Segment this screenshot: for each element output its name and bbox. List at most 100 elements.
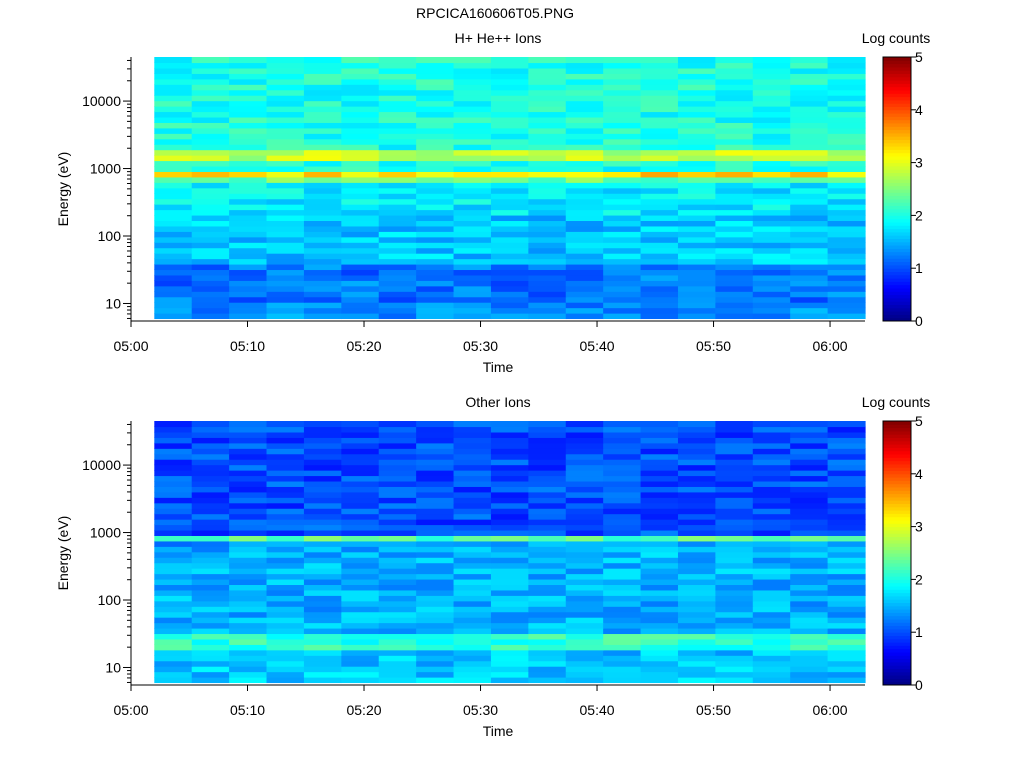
heatmap-cell [715, 204, 754, 211]
heatmap-cell [266, 62, 305, 69]
heatmap-cell [490, 540, 529, 547]
heatmap-cell [528, 421, 567, 428]
colorbar-segment [883, 553, 911, 557]
heatmap-cell [266, 263, 305, 271]
heatmap-cell [453, 100, 492, 107]
heatmap-cell [640, 116, 679, 123]
colorbar-segment [883, 473, 911, 478]
heatmap-cell [303, 524, 342, 531]
colorbar-segment [883, 447, 911, 452]
heatmap-cell [827, 122, 866, 129]
heatmap-cell [154, 138, 193, 145]
heatmap-cell [378, 106, 417, 113]
heatmap-cell [191, 285, 230, 292]
heatmap-cell [565, 606, 604, 613]
heatmap-cell [528, 453, 567, 460]
colorbar-segment [883, 123, 911, 127]
heatmap-cell [154, 573, 193, 580]
colorbar-tick-label: 3 [915, 155, 923, 171]
heatmap-cell [715, 638, 754, 645]
heatmap-cell [341, 57, 380, 64]
heatmap-cell [154, 57, 193, 64]
heatmap-cell [603, 214, 642, 222]
heatmap-cell [341, 280, 380, 287]
heatmap-cell [752, 464, 791, 471]
heatmap-cell [191, 470, 230, 477]
heatmap-cell [565, 155, 604, 162]
colorbar-segment [883, 268, 911, 272]
heatmap-cell [752, 611, 791, 618]
heatmap-cell [191, 182, 230, 189]
heatmap-cell [453, 274, 492, 281]
heatmap-cell [565, 475, 604, 482]
heatmap-cell [266, 187, 305, 194]
heatmap-cell [752, 291, 791, 298]
heatmap-cell [490, 529, 529, 536]
heatmap-cell [715, 617, 754, 624]
heatmap-cell [715, 187, 754, 194]
heatmap-cell [416, 307, 455, 314]
heatmap-cell [154, 638, 193, 645]
heatmap-cell [490, 491, 529, 498]
heatmap-cell [266, 302, 305, 309]
heatmap-cell [341, 242, 380, 249]
heatmap-cell [603, 73, 642, 80]
heatmap-cell [416, 524, 455, 531]
heatmap-cell [603, 133, 642, 140]
heatmap-cell [341, 122, 380, 129]
heatmap-cell [490, 568, 529, 575]
heatmap-cell [528, 89, 567, 96]
heatmap-cell [191, 448, 230, 455]
heatmap-cell [416, 617, 455, 624]
colorbar-segment [883, 281, 911, 286]
heatmap-cell [378, 111, 417, 118]
x-tick-label: 05:50 [696, 338, 731, 354]
heatmap-cell [416, 149, 455, 156]
heatmap-cell [303, 535, 342, 542]
heatmap-cell [827, 258, 866, 265]
heatmap-cell [528, 236, 567, 243]
heatmap-cell [416, 198, 455, 205]
heatmap-cell [790, 302, 829, 309]
heatmap-cell [528, 557, 567, 564]
heatmap-cell [416, 513, 455, 520]
heatmap-cell [752, 73, 791, 80]
heatmap-cell [453, 302, 492, 309]
colorbar-label: Log counts [862, 394, 931, 410]
heatmap-cell [154, 100, 193, 107]
heatmap-cell [827, 225, 866, 232]
heatmap-cell [303, 529, 342, 536]
heatmap-cell [341, 464, 380, 471]
heatmap-cell [303, 193, 342, 200]
heatmap-cell [490, 573, 529, 580]
heatmap-cell [453, 666, 492, 673]
heatmap-cell [154, 149, 193, 156]
heatmap-cell [640, 426, 679, 433]
heatmap-cell [528, 149, 567, 156]
colorbar-segment [883, 202, 911, 206]
heatmap-cell [303, 111, 342, 118]
heatmap-cell [752, 480, 791, 487]
colorbar-label: Log counts [862, 30, 931, 46]
heatmap-cell [453, 122, 492, 129]
heatmap-cell [453, 497, 492, 504]
heatmap-cell [303, 622, 342, 629]
heatmap-cell [229, 307, 268, 314]
heatmap-cell [229, 573, 268, 580]
y-tick-label: 10 [105, 295, 121, 311]
heatmap-cell [266, 524, 305, 531]
colorbar-segment [883, 288, 911, 292]
heatmap-cell [790, 133, 829, 140]
heatmap-cell [266, 491, 305, 498]
heatmap-cell [416, 214, 455, 222]
heatmap-cell [528, 313, 567, 320]
heatmap-cell [790, 459, 829, 466]
heatmap-cell [603, 95, 642, 102]
heatmap-cell [752, 437, 791, 444]
heatmap-cell [565, 480, 604, 487]
heatmap-cell [191, 508, 230, 515]
heatmap-cell [640, 280, 679, 287]
heatmap-cell [266, 448, 305, 455]
heatmap-cell [603, 606, 642, 613]
heatmap-cell [715, 106, 754, 113]
